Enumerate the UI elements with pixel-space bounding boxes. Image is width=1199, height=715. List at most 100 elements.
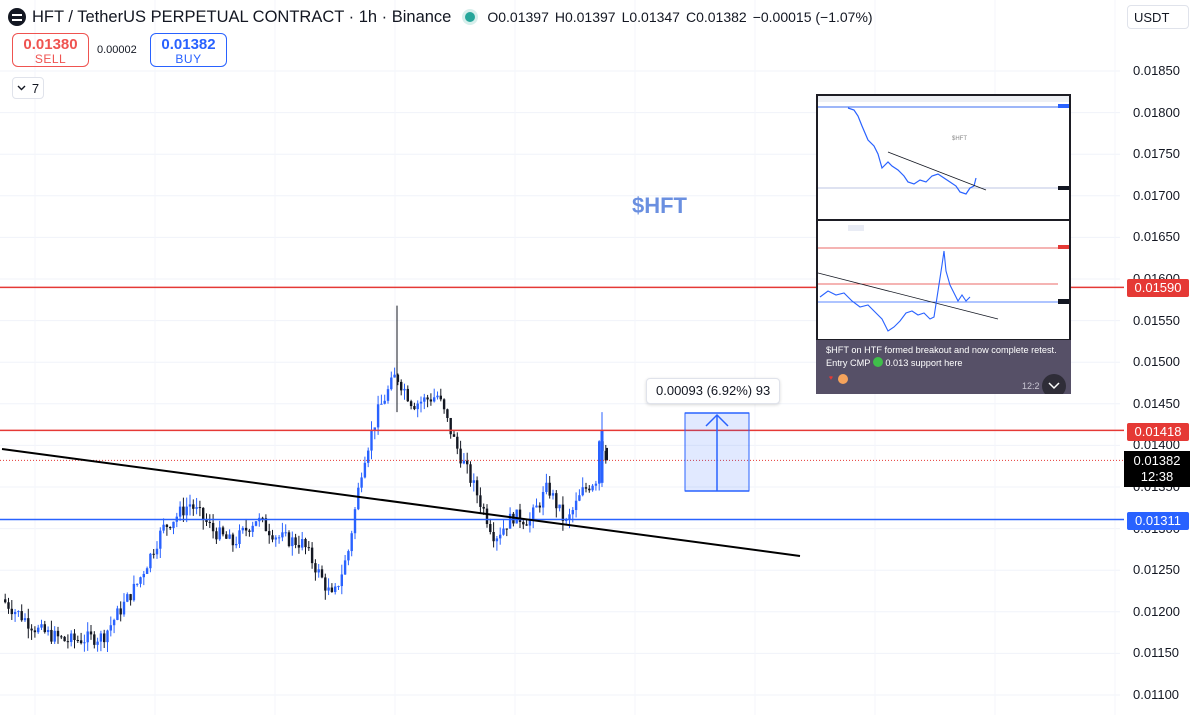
- low-value: L0.01347: [621, 9, 680, 25]
- candle-body: [103, 633, 106, 643]
- candle-body: [63, 636, 66, 642]
- heart-icon: ♥: [828, 375, 834, 382]
- candle-body: [535, 505, 538, 508]
- price-axis-label: 0.01150: [1133, 645, 1180, 661]
- candle-body: [53, 630, 56, 642]
- candle-body: [23, 618, 27, 621]
- candle-body: [456, 436, 459, 449]
- candle-body: [512, 513, 515, 524]
- candle-body: [370, 430, 373, 451]
- candle-body: [202, 507, 205, 520]
- candle-body: [363, 462, 367, 478]
- price-axis-label: 0.01750: [1133, 146, 1180, 162]
- candle-body: [419, 401, 423, 404]
- candle-body: [30, 628, 33, 631]
- inset-message-line1: $HFT on HTF formed breakout and now comp…: [826, 345, 1057, 355]
- candle-body: [271, 535, 274, 540]
- candle-body: [4, 599, 7, 603]
- price-axis-label: 0.01400: [1133, 437, 1180, 453]
- buy-button[interactable]: 0.01382 BUY: [150, 33, 227, 67]
- exchange-logo-icon: [8, 8, 26, 26]
- candle-body: [284, 532, 287, 534]
- spread-value: 0.00002: [97, 44, 137, 56]
- indicators-toggle[interactable]: 7: [12, 77, 44, 99]
- symbol-title[interactable]: HFT / TetherUS PERPETUAL CONTRACT · 1h ·…: [32, 7, 452, 26]
- candle-body: [492, 531, 495, 542]
- currency-selector[interactable]: USDT: [1127, 5, 1189, 29]
- candle-body: [159, 530, 162, 549]
- candle-body: [221, 527, 225, 535]
- measure-label: 0.00093 (6.92%) 93: [646, 378, 781, 404]
- candle-body: [390, 377, 393, 390]
- candle-body: [347, 551, 350, 561]
- candle-body: [538, 505, 541, 508]
- candle-body: [433, 397, 436, 402]
- candle-body: [83, 642, 86, 644]
- candle-body: [37, 627, 40, 633]
- candle-body: [383, 400, 386, 404]
- candle-body: [439, 395, 442, 400]
- candle-body: [505, 528, 508, 530]
- candle-body: [482, 506, 485, 509]
- candle-body: [357, 487, 360, 510]
- indicators-count: 7: [31, 80, 40, 96]
- inset-message-line2: Entry CMP 0.013 support here: [826, 357, 1065, 370]
- candle-body: [310, 547, 314, 564]
- candle-body: [238, 530, 241, 544]
- inset-chart-top: $HFT: [818, 96, 1069, 219]
- candle-body: [13, 611, 17, 615]
- candle-body: [155, 548, 159, 555]
- candle-body: [281, 532, 284, 538]
- candle-body: [446, 409, 449, 418]
- candle-body: [578, 495, 581, 501]
- candle-body: [340, 574, 343, 587]
- resistance-high-tag: 0.01590: [1127, 279, 1189, 297]
- candle-body: [373, 427, 376, 431]
- candle-body: [172, 521, 175, 529]
- candle-body: [287, 532, 291, 547]
- inset-message-support: 0.013 support here: [885, 358, 963, 368]
- sell-button[interactable]: 0.01380 SELL: [12, 33, 89, 67]
- candle-body: [165, 524, 169, 528]
- candle-body: [136, 583, 139, 585]
- candle-body: [235, 543, 238, 546]
- candle-body: [459, 448, 462, 464]
- market-status-icon: [465, 12, 476, 22]
- candle-body: [86, 631, 89, 643]
- candle-body: [605, 447, 608, 461]
- open-value: O0.01397: [487, 9, 549, 25]
- scroll-down-button[interactable]: [1042, 374, 1066, 394]
- candle-body: [568, 514, 571, 520]
- price-axis-label: 0.01250: [1133, 562, 1180, 578]
- candle-body: [324, 577, 327, 591]
- price-axis-label: 0.01200: [1133, 603, 1180, 619]
- candle-body: [60, 636, 63, 638]
- price-axis-label: 0.01850: [1133, 63, 1180, 78]
- candle-body: [251, 525, 254, 532]
- candle-body: [532, 507, 535, 520]
- high-value: H0.01397: [554, 9, 616, 25]
- candle-body: [27, 618, 30, 629]
- candle-body: [261, 517, 264, 519]
- candle-body: [10, 608, 13, 615]
- sell-label: SELL: [34, 52, 67, 66]
- candle-body: [162, 524, 165, 531]
- current-price-tag: 0.01382 12:38: [1124, 451, 1190, 487]
- candle-body: [20, 611, 23, 621]
- candle-body: [7, 602, 10, 609]
- close-value: C0.01382: [685, 9, 747, 25]
- candle-body: [528, 519, 532, 526]
- candle-body: [400, 381, 403, 391]
- price-axis-label: 0.01700: [1133, 187, 1180, 203]
- support-tag: 0.01311: [1127, 512, 1189, 530]
- screenshot-inset[interactable]: $HFT $HFT on HTF formed breakout and now…: [816, 94, 1071, 394]
- candle-body: [545, 482, 548, 493]
- candle-body: [600, 430, 604, 483]
- candle-body: [122, 601, 126, 615]
- chart-text-annotation[interactable]: $HFT: [632, 193, 687, 218]
- candle-body: [442, 399, 446, 410]
- candle-body: [33, 630, 37, 633]
- candle-body: [79, 640, 83, 644]
- candle-body: [268, 531, 271, 536]
